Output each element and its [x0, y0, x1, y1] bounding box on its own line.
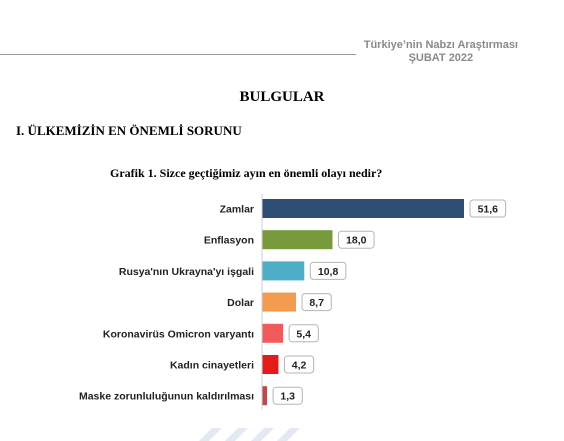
subsection-title: I. ÜLKEMİZİN EN ÖNEMLİ SORUNU [16, 123, 242, 138]
category-label: Maske zorunluluğunun kaldırılması [79, 391, 254, 403]
value-label-box [309, 261, 347, 280]
bar [262, 199, 464, 218]
watermark-logo [170, 420, 320, 441]
category-label: Koronavirüs Omicron varyantı [103, 328, 254, 340]
value-label-box [337, 230, 375, 249]
value-label-box [288, 324, 319, 343]
chart-title: Grafik 1. Sizce geçtiğimiz ayın en öneml… [110, 166, 383, 180]
value-label-box [283, 355, 315, 374]
report-name: Türkiye’nin Nabzı Araştırması [363, 39, 518, 51]
category-label: Rusya'nın Ukrayna'yı işgali [119, 266, 254, 278]
category-label: Enflasyon [204, 235, 254, 247]
category-label: Zamlar [220, 204, 254, 216]
report-date: ŞUBAT 2022 [408, 52, 474, 64]
report-header: Türkiye’nin Nabzı Araştırması ŞUBAT 2022 [364, 39, 518, 65]
value-label: 5,4 [296, 328, 311, 340]
bar-chart: Zamlar 51,6 Enflasyon 18,0 Rusya'nın Ukrayna… [79, 194, 507, 410]
value-label-box [469, 199, 507, 218]
bar [262, 230, 333, 250]
category-label: Dolar [227, 297, 254, 309]
value-label: 4,2 [292, 360, 307, 372]
header-rule [0, 54, 356, 55]
value-label-box [301, 293, 332, 312]
bar [262, 386, 268, 406]
value-label: 51,6 [478, 204, 499, 216]
bar [262, 355, 279, 374]
bar [262, 292, 297, 312]
value-label: 1,3 [280, 391, 295, 403]
category-label: Kadın cinayetleri [170, 360, 254, 372]
bar [262, 323, 284, 343]
section-title: BULGULAR [239, 89, 325, 105]
value-label: 10,8 [318, 266, 339, 278]
bar [262, 261, 305, 281]
value-label: 8,7 [309, 297, 324, 309]
value-label: 18,0 [346, 235, 367, 247]
value-label-box [272, 386, 303, 405]
